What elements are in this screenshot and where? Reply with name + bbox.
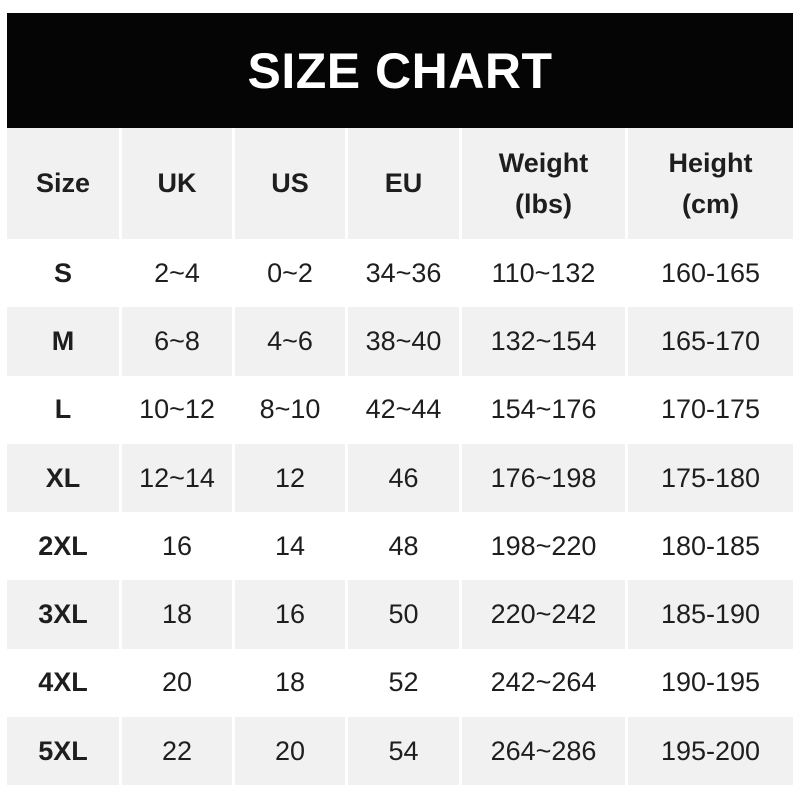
table-cell: 14 [235,512,348,581]
column-label: US [271,168,309,199]
page-title: SIZE CHART [247,42,553,99]
table-row: 5XL 22 20 54 264~286 195-200 [7,716,793,785]
table-cell: 20 [122,648,235,717]
table-cell: 48 [348,512,462,581]
table-cell: 190-195 [628,648,793,717]
column-sublabel: (lbs) [515,188,572,219]
table-cell: 176~198 [462,443,628,512]
column-label: UK [157,168,197,199]
table-cell: 10~12 [122,375,235,444]
size-cell: 2XL [7,512,122,581]
table-cell: 6~8 [122,307,235,376]
table-cell: 12 [235,443,348,512]
table-cell: 18 [122,580,235,649]
column-sublabel: (cm) [681,188,739,219]
table-row: L 10~12 8~10 42~44 154~176 170-175 [7,375,793,444]
size-table: Size UK US EU Weight (lbs) Height (cm) S 2~4 0~2 3… [7,128,793,785]
table-cell: 54 [348,716,462,785]
table-row: 3XL 18 16 50 220~242 185-190 [7,580,793,649]
header-cell: Weight (lbs) [462,128,628,239]
column-label: Weight [498,148,589,178]
header-cell: US [235,128,348,239]
table-cell: 50 [348,580,462,649]
table-cell: 2~4 [122,239,235,308]
table-cell: 16 [122,512,235,581]
header-cell: Height (cm) [628,128,793,239]
table-cell: 185-190 [628,580,793,649]
size-cell: M [7,307,122,376]
table-row: S 2~4 0~2 34~36 110~132 160-165 [7,239,793,308]
table-row: 4XL 20 18 52 242~264 190-195 [7,648,793,717]
table-cell: 38~40 [348,307,462,376]
table-cell: 22 [122,716,235,785]
column-label: Height [668,148,753,178]
table-cell: 220~242 [462,580,628,649]
table-cell: 52 [348,648,462,717]
size-cell: 3XL [7,580,122,649]
column-label: EU [384,168,423,199]
table-cell: 170-175 [628,375,793,444]
table-cell: 16 [235,580,348,649]
header-cell: Size [7,128,122,239]
table-cell: 175-180 [628,443,793,512]
table-cell: 195-200 [628,716,793,785]
column-label: Size [35,168,91,199]
table-cell: 4~6 [235,307,348,376]
table-cell: 242~264 [462,648,628,717]
header-cell: EU [348,128,462,239]
size-cell: 5XL [7,716,122,785]
table-cell: 132~154 [462,307,628,376]
table-cell: 20 [235,716,348,785]
table-cell: 160-165 [628,239,793,308]
size-chart-banner: SIZE CHART [7,13,793,128]
table-cell: 0~2 [235,239,348,308]
table-cell: 264~286 [462,716,628,785]
table-cell: 12~14 [122,443,235,512]
size-cell: L [7,375,122,444]
table-cell: 198~220 [462,512,628,581]
size-cell: XL [7,443,122,512]
size-cell: 4XL [7,648,122,717]
table-cell: 165-170 [628,307,793,376]
table-cell: 154~176 [462,375,628,444]
table-cell: 34~36 [348,239,462,308]
table-row: 2XL 16 14 48 198~220 180-185 [7,512,793,581]
table-cell: 180-185 [628,512,793,581]
header-cell: UK [122,128,235,239]
table-cell: 110~132 [462,239,628,308]
table-cell: 18 [235,648,348,717]
table-row: M 6~8 4~6 38~40 132~154 165-170 [7,307,793,376]
header-row: Size UK US EU Weight (lbs) Height (cm) [7,128,793,239]
size-cell: S [7,239,122,308]
table-body: S 2~4 0~2 34~36 110~132 160-165 M 6~8 4~6 38~40 13… [7,239,793,785]
table-row: XL 12~14 12 46 176~198 175-180 [7,443,793,512]
table-cell: 42~44 [348,375,462,444]
table-cell: 8~10 [235,375,348,444]
table-cell: 46 [348,443,462,512]
